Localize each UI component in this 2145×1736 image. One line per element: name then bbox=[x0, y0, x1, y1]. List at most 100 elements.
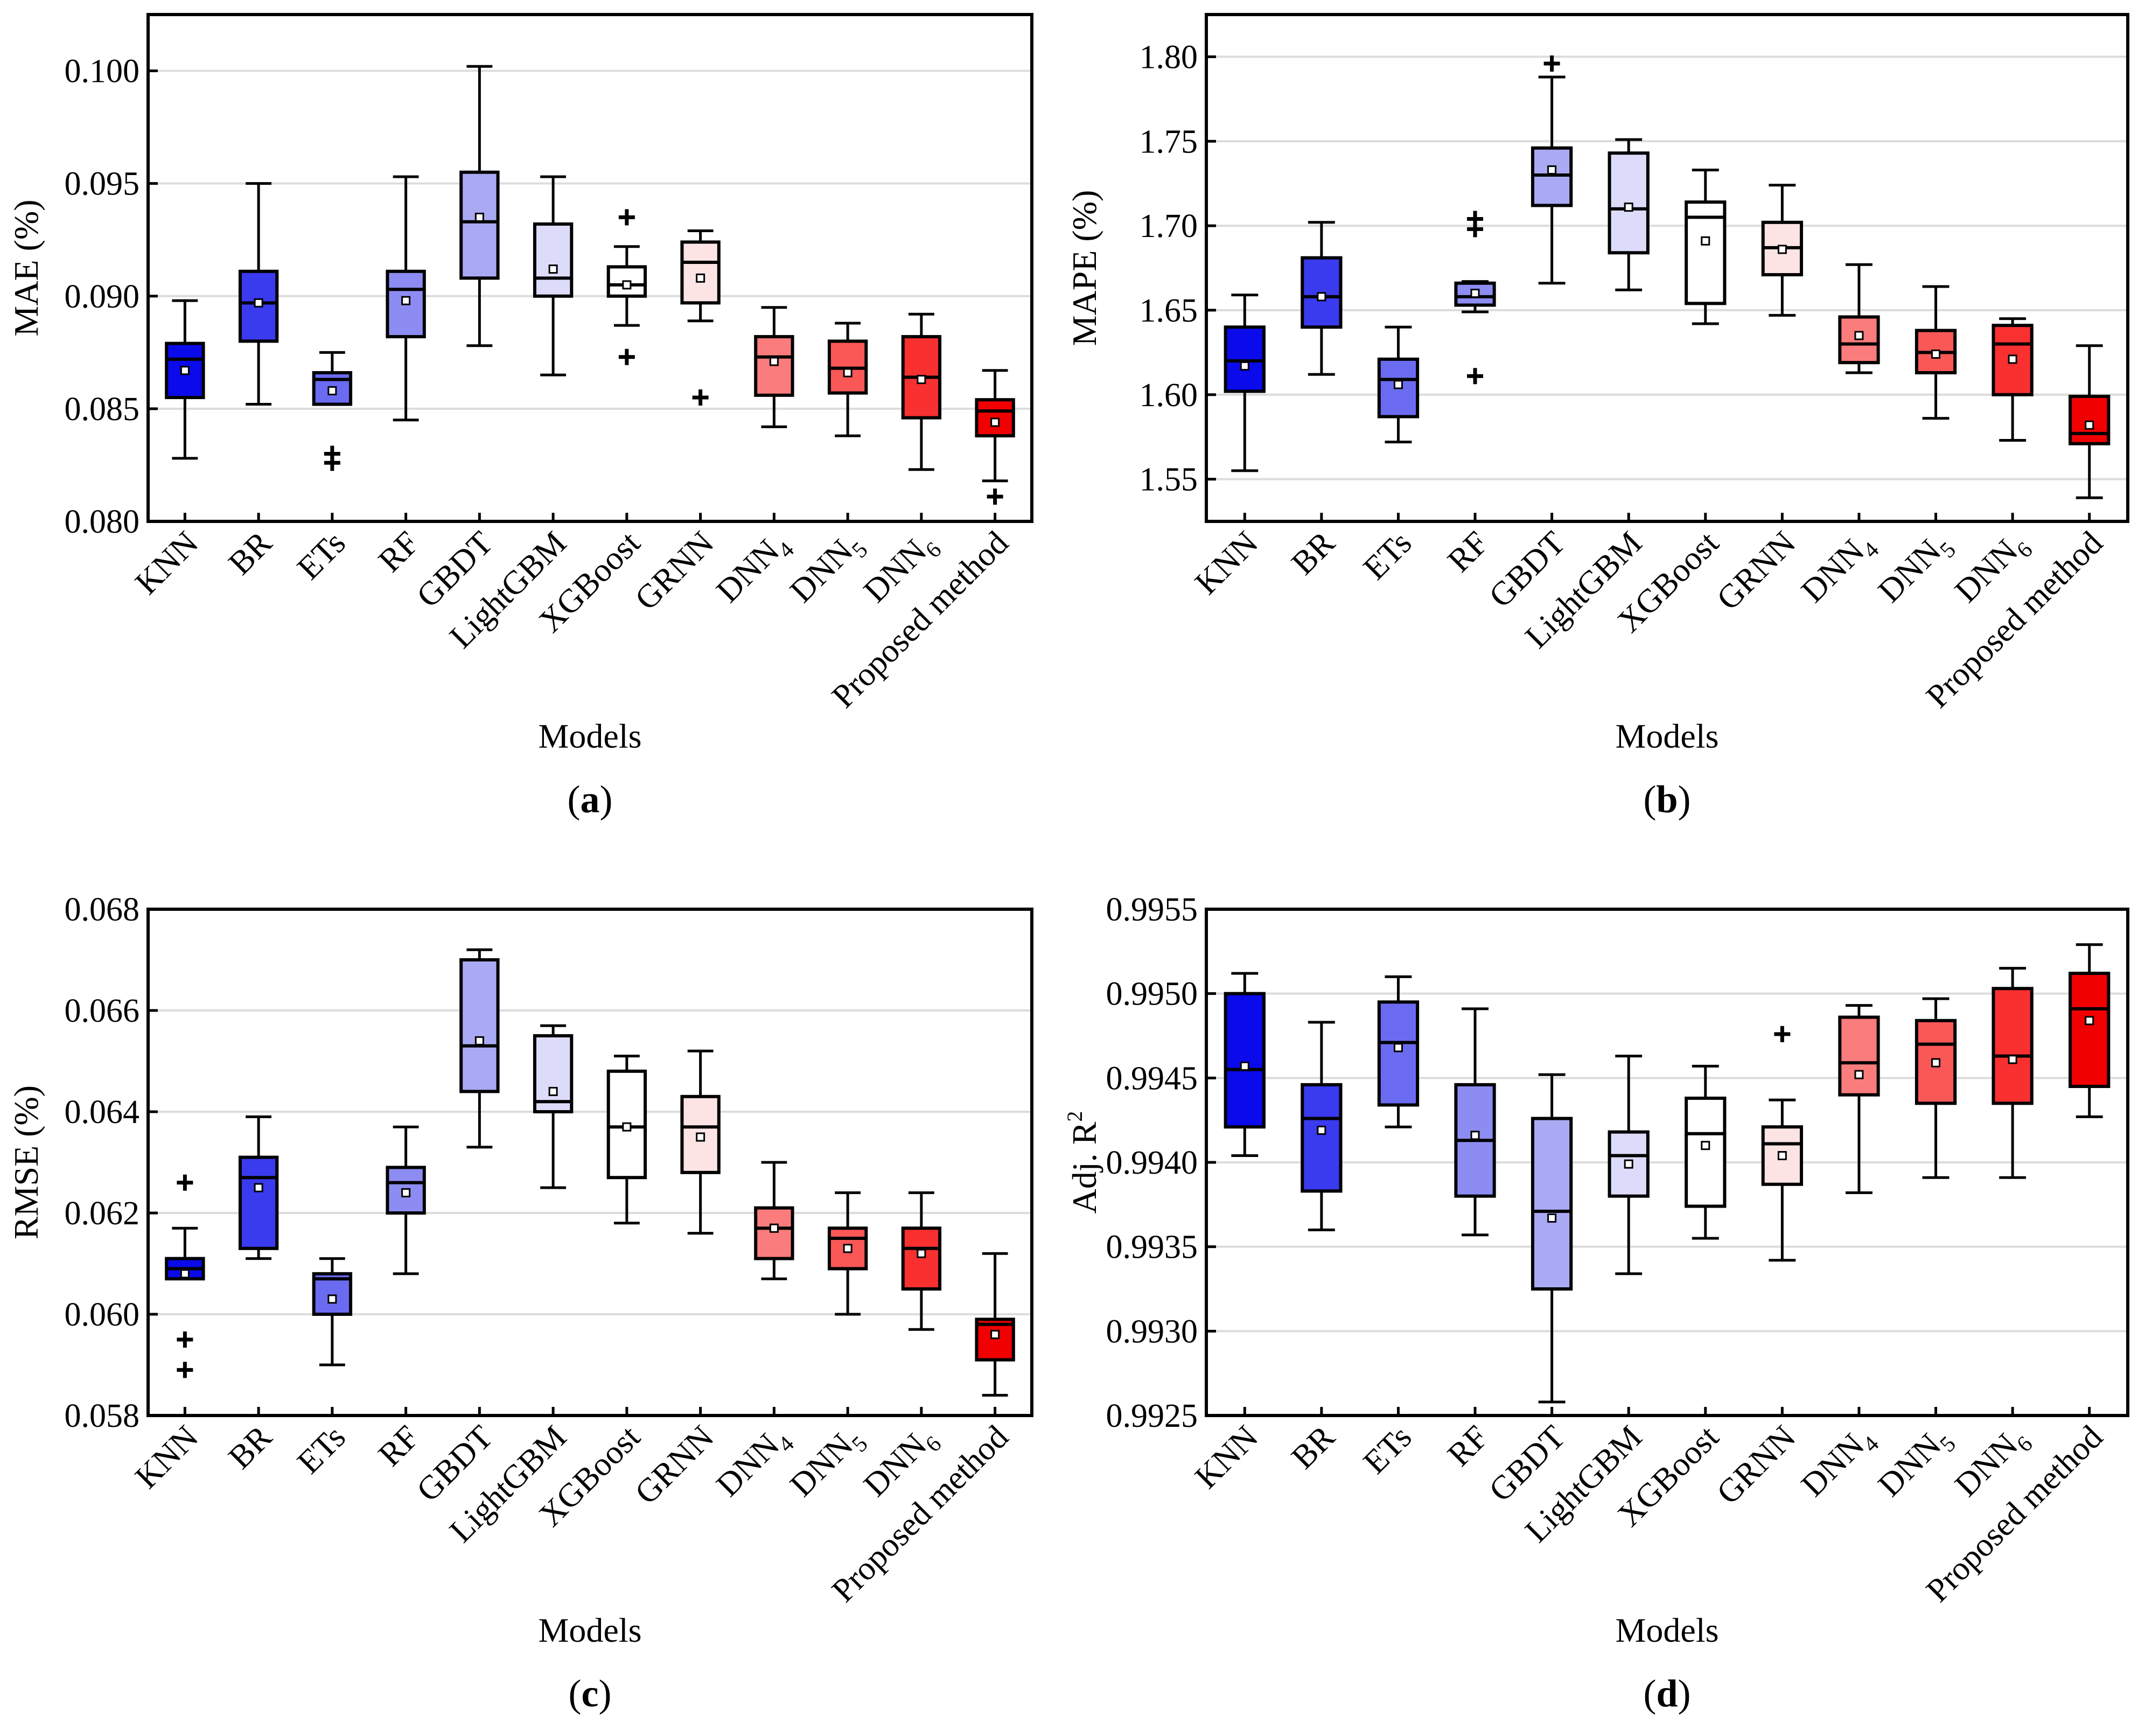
box-rf bbox=[386, 175, 426, 422]
x-tick-label: RF bbox=[1441, 525, 1496, 580]
outlier-marker bbox=[177, 1174, 193, 1191]
box-dnn4 bbox=[754, 1161, 794, 1280]
outlier-marker bbox=[177, 1331, 193, 1348]
mean-marker bbox=[1393, 1043, 1403, 1052]
plot-frame-c bbox=[146, 908, 1033, 1417]
box-dnn5 bbox=[1915, 997, 1957, 1179]
iqr-box bbox=[1224, 992, 1266, 1129]
iqr-box bbox=[533, 1034, 574, 1113]
box-rf bbox=[1454, 211, 1496, 385]
mean-marker bbox=[622, 1122, 632, 1132]
mean-marker bbox=[401, 1188, 411, 1197]
iqr-box bbox=[1224, 325, 1266, 393]
y-tick-label: 0.9930 bbox=[1106, 1313, 1198, 1350]
iqr-box bbox=[533, 222, 574, 298]
x-tick-label: KNN bbox=[128, 1419, 205, 1496]
box-ets bbox=[1377, 325, 1420, 444]
mean-marker bbox=[622, 280, 632, 290]
box-grnn bbox=[1761, 1026, 1804, 1262]
iqr-box bbox=[754, 1206, 794, 1260]
iqr-box bbox=[165, 341, 205, 399]
mean-marker bbox=[917, 375, 926, 385]
outlier-marker bbox=[618, 348, 635, 365]
y-tick-label: 0.9945 bbox=[1106, 1060, 1198, 1097]
x-tick-label: ETs bbox=[1357, 1419, 1419, 1481]
box-grnn bbox=[680, 229, 721, 406]
y-tick-label: 0.085 bbox=[65, 391, 140, 428]
box-ets bbox=[312, 351, 353, 471]
box-rf bbox=[1454, 1007, 1496, 1237]
mean-marker bbox=[254, 1183, 263, 1193]
mean-marker bbox=[696, 1132, 705, 1142]
y-tick-label: 0.095 bbox=[65, 166, 140, 203]
x-tick-label: KNN bbox=[128, 525, 205, 602]
outlier-marker bbox=[324, 455, 340, 471]
x-tick-label: DNN4 bbox=[709, 1419, 799, 1508]
box-gbdt bbox=[459, 65, 500, 347]
mean-marker bbox=[327, 386, 337, 395]
mean-marker bbox=[474, 1036, 484, 1045]
x-tick-label: ETs bbox=[290, 1419, 353, 1481]
x-tick-label: ETs bbox=[1357, 525, 1419, 587]
y-tick-label: 0.064 bbox=[65, 1094, 140, 1131]
box-dnn4 bbox=[754, 306, 794, 428]
y-tick-label: 1.55 bbox=[1140, 462, 1198, 498]
box-gbdt bbox=[1531, 1073, 1573, 1404]
plot-frame-b bbox=[1205, 13, 2129, 523]
mean-marker bbox=[1854, 331, 1864, 340]
panel-label-d: (d) bbox=[1643, 1672, 1690, 1715]
x-tick-label: GRNN bbox=[628, 1419, 721, 1511]
box-lightgbm bbox=[533, 1024, 574, 1189]
outlier-marker bbox=[987, 488, 1003, 505]
y-axis-title-c: RMSE (%) bbox=[7, 1085, 45, 1239]
y-tick-label: 0.090 bbox=[65, 278, 140, 315]
box-proposed-method bbox=[975, 369, 1015, 505]
iqr-box bbox=[1531, 1117, 1573, 1291]
mean-marker bbox=[1470, 1131, 1480, 1140]
panel-label-a: (a) bbox=[568, 778, 613, 821]
y-tick-label: 0.9925 bbox=[1106, 1398, 1198, 1434]
mean-marker bbox=[769, 357, 779, 366]
outlier-marker bbox=[1543, 55, 1560, 72]
iqr-box bbox=[2069, 972, 2111, 1088]
box-xgboost bbox=[1685, 1064, 1727, 1240]
mean-marker bbox=[180, 366, 190, 375]
iqr-box bbox=[1992, 987, 2034, 1105]
iqr-box bbox=[1685, 1096, 1727, 1208]
mean-marker bbox=[1547, 165, 1557, 175]
mean-marker bbox=[1777, 245, 1787, 254]
box-dnn6 bbox=[901, 312, 942, 471]
y-tick-label: 0.100 bbox=[65, 53, 140, 90]
box-gbdt bbox=[459, 948, 500, 1149]
iqr-box bbox=[1838, 1015, 1880, 1097]
box-br bbox=[1301, 1021, 1343, 1231]
box-proposed-method bbox=[2069, 344, 2111, 499]
box-ets bbox=[1377, 975, 1420, 1128]
x-tick-label: BR bbox=[221, 1418, 279, 1476]
mean-marker bbox=[1854, 1070, 1864, 1079]
y-tick-label: 1.65 bbox=[1140, 292, 1198, 329]
iqr-box bbox=[1685, 200, 1727, 305]
outlier-marker bbox=[692, 389, 709, 406]
y-axis-title-b: MAPE (%) bbox=[1065, 190, 1103, 346]
box-knn bbox=[165, 1174, 205, 1378]
x-tick-label: BR bbox=[1284, 524, 1342, 582]
box-br bbox=[238, 1115, 279, 1260]
iqr-box bbox=[459, 958, 500, 1093]
mean-marker bbox=[696, 273, 705, 283]
y-tick-label: 0.060 bbox=[65, 1296, 140, 1333]
mean-marker bbox=[1547, 1213, 1557, 1223]
mean-marker bbox=[2008, 354, 2017, 364]
box-xgboost bbox=[1685, 169, 1727, 325]
box-grnn bbox=[680, 1049, 721, 1235]
mean-marker bbox=[548, 264, 558, 274]
iqr-box bbox=[459, 170, 500, 280]
x-axis-title-a: Models bbox=[539, 717, 642, 755]
mean-marker bbox=[474, 212, 484, 222]
mean-marker bbox=[401, 296, 411, 305]
panel-c: 0.058 0.060 0.062 0.064 0.066 0.068 KNN BR ETs R… bbox=[7, 891, 1033, 1715]
y-tick-label: 0.066 bbox=[65, 993, 140, 1029]
box-dnn5 bbox=[827, 1191, 868, 1316]
mean-marker bbox=[254, 298, 263, 308]
outlier-marker bbox=[177, 1362, 193, 1378]
